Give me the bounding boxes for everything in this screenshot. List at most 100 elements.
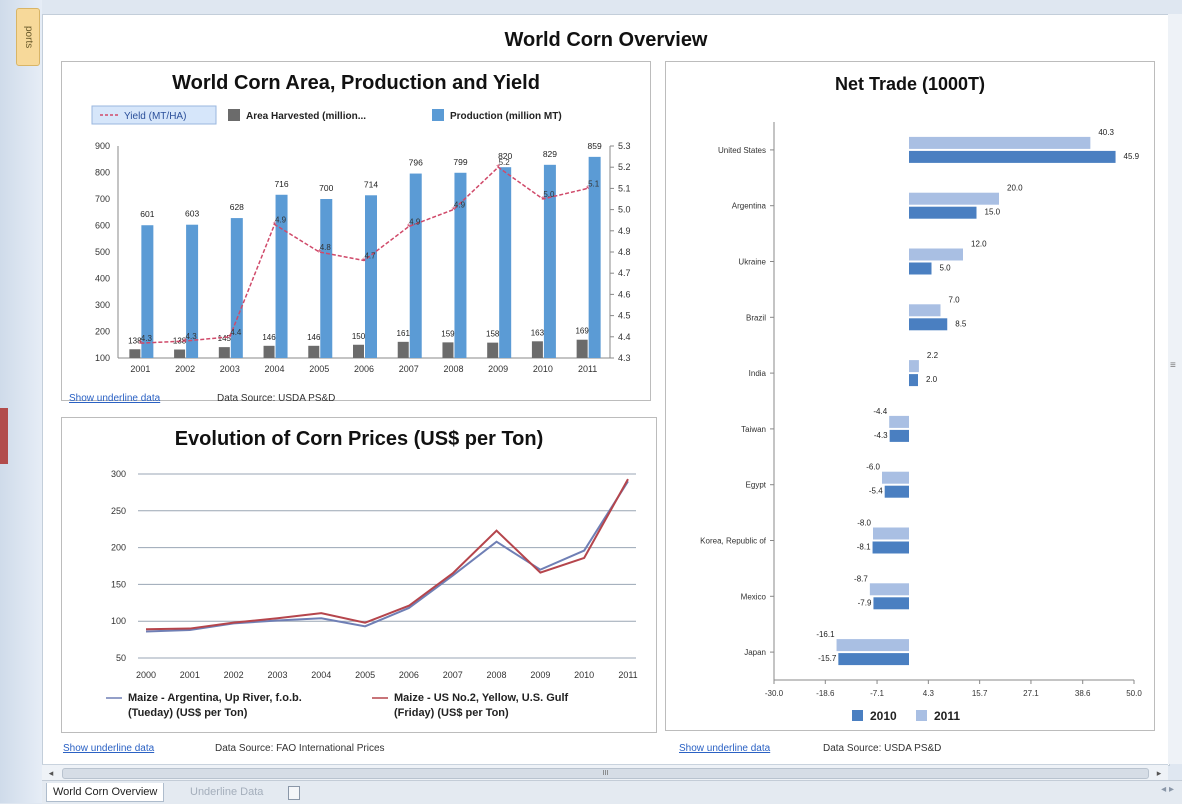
bar-2011 [909, 192, 999, 205]
x-tick-label: -7.1 [870, 689, 884, 698]
horizontal-scrollbar[interactable]: ◂ III ▸ [42, 764, 1168, 781]
y-right-tick-label: 5.0 [618, 205, 631, 215]
yield-data-label: 4.8 [320, 243, 332, 252]
area-data-label: 158 [486, 330, 500, 339]
net-trade-panel: Net Trade (1000T) -30.0 -18.6 -7.1 4.3 15.7 2… [665, 61, 1155, 731]
y-left-tick-label: 800 [95, 168, 110, 178]
data-label-2011: -6.0 [866, 463, 880, 472]
area-data-source: Data Source: USDA PS&D [217, 393, 336, 404]
production-bar [275, 194, 288, 358]
data-label-2011: -4.4 [873, 407, 887, 416]
prices-show-data-link[interactable]: Show underline data [63, 743, 155, 754]
y-tick-label: 50 [116, 653, 126, 663]
category-label: Argentina [732, 202, 767, 211]
area-bar [129, 349, 141, 358]
bar-2011 [909, 136, 1091, 149]
area-data-label: 146 [307, 333, 321, 342]
legend-2011-swatch [916, 710, 927, 721]
bar-2010 [909, 262, 932, 275]
bar-2011 [909, 360, 919, 373]
area-data-label: 169 [575, 327, 589, 336]
bar-2010 [884, 485, 909, 498]
yield-point-marker: * [407, 223, 411, 234]
production-data-label: 820 [498, 151, 512, 161]
production-data-label: 716 [274, 179, 288, 189]
x-tick-label: 2007 [399, 364, 419, 374]
legend-area-swatch [228, 109, 240, 121]
y-right-tick-label: 4.8 [618, 247, 631, 257]
legend-yield-label: Yield (MT/HA) [124, 111, 186, 122]
legend-production-label: Production (million MT) [450, 111, 562, 122]
data-label-2011: 20.0 [1007, 184, 1023, 193]
tab-nav-arrows-icon[interactable]: ◂ ▸ [1161, 784, 1174, 795]
y-right-tick-label: 4.5 [618, 311, 631, 321]
yield-point-marker: * [317, 248, 321, 259]
y-tick-label: 300 [111, 469, 126, 479]
category-label: Ukraine [738, 258, 766, 267]
data-label-2011: 40.3 [1098, 128, 1114, 137]
trade-show-data-link[interactable]: Show underline data [679, 743, 771, 754]
argentina-price-line [145, 480, 629, 633]
area-show-data-link[interactable]: Show underline data [69, 393, 161, 404]
y-left-tick-label: 500 [95, 247, 110, 257]
x-tick-label: 2008 [487, 670, 507, 680]
production-data-label: 796 [409, 158, 423, 168]
dashboard-canvas: World Corn Overview World Corn Area, Pro… [42, 14, 1170, 766]
bar-2010 [838, 653, 909, 666]
yield-data-label: 5.0 [543, 190, 555, 199]
area-data-label: 159 [441, 329, 455, 338]
side-tab[interactable]: ports [16, 8, 40, 66]
vertical-scrollbar[interactable] [1168, 14, 1182, 764]
legend-us-gulf-label: Maize - US No.2, Yellow, U.S. Gulf [394, 692, 569, 704]
category-label: Brazil [746, 313, 766, 322]
bar-2010 [909, 206, 977, 219]
legend-us-gulf-label-line2: (Friday) (US$ per Ton) [394, 707, 509, 719]
area-data-label: 163 [531, 328, 545, 337]
x-tick-label: -18.6 [816, 689, 835, 698]
production-data-label: 714 [364, 179, 378, 189]
page-title: World Corn Overview [504, 29, 708, 51]
scroll-left-icon[interactable]: ◂ [48, 768, 54, 778]
yield-data-label: 4.9 [409, 218, 421, 227]
corn-prices-chart: 300 250 200 150 100 50 2000 2001 2002 2003 2004 200… [106, 469, 638, 719]
x-tick-label: 2011 [578, 364, 597, 374]
production-bar [230, 218, 243, 358]
data-label-2010: -4.3 [874, 431, 888, 440]
x-tick-label: 2003 [220, 364, 240, 374]
area-data-label: 146 [262, 333, 276, 342]
production-data-label: 601 [140, 209, 154, 219]
legend-area-label: Area Harvested (million... [246, 111, 366, 122]
bar-2011 [882, 471, 909, 484]
production-bar [543, 164, 556, 358]
production-data-label: 799 [453, 157, 467, 167]
y-right-tick-label: 4.4 [618, 332, 631, 342]
data-label-2011: -16.1 [816, 630, 835, 639]
production-bar [186, 224, 199, 358]
data-label-2010: 5.0 [940, 264, 952, 273]
x-tick-label: 2002 [175, 364, 195, 374]
insert-sheet-icon[interactable] [288, 786, 300, 800]
bar-2011 [836, 639, 909, 652]
x-tick-label: 2010 [533, 364, 553, 374]
bar-2011 [909, 248, 963, 261]
x-tick-label: 2004 [265, 364, 285, 374]
x-tick-label: 2010 [574, 670, 594, 680]
production-bar [588, 156, 601, 358]
scroll-thumb[interactable]: III [62, 768, 1149, 779]
area-bar [353, 344, 364, 358]
legend-production-swatch [432, 109, 444, 121]
tab-underline-data[interactable]: Underline Data [190, 786, 264, 798]
x-tick-label: 15.7 [972, 689, 988, 698]
area-bar [531, 341, 543, 358]
yield-point-marker: * [586, 184, 590, 195]
area-data-label: 161 [397, 329, 411, 338]
area-bar [263, 345, 275, 358]
category-label: Korea, Republic of [700, 537, 767, 546]
production-bar [365, 195, 377, 358]
scroll-right-icon[interactable]: ▸ [1156, 768, 1162, 778]
tab-world-corn-overview[interactable]: World Corn Overview [46, 783, 165, 802]
legend-argentina-label: Maize - Argentina, Up River, f.o.b. [128, 692, 302, 704]
production-bar [141, 225, 154, 358]
data-label-2010: 45.9 [1124, 152, 1140, 161]
